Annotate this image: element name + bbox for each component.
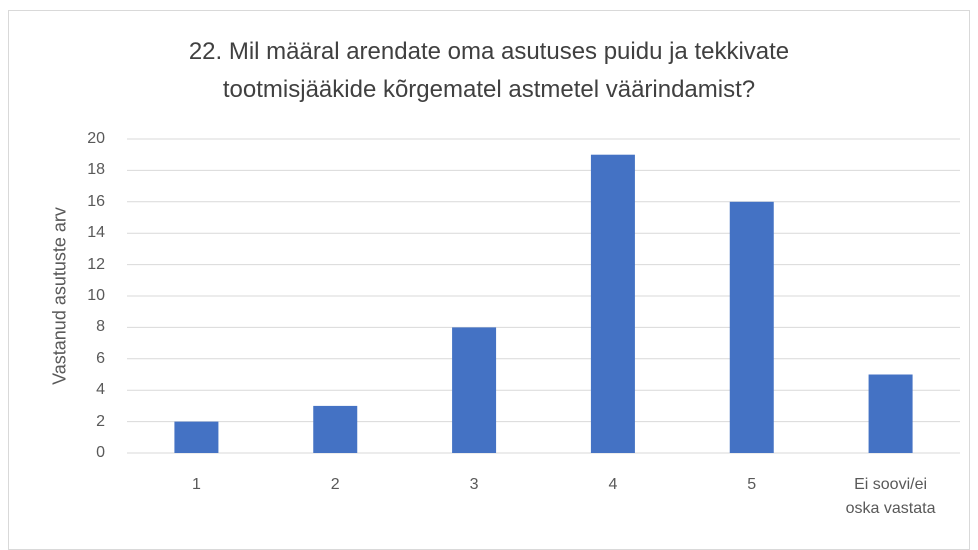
y-tick-label: 14 [87, 224, 105, 242]
chart [127, 138, 960, 454]
x-tick-label: Ei soovi/ei oska vastata [845, 476, 936, 517]
y-tick-label: 10 [87, 287, 105, 304]
x-tick-label: 4 [608, 476, 618, 493]
y-tick-label: 20 [87, 130, 105, 147]
bar [313, 405, 358, 453]
x-tick-label: 5 [747, 476, 757, 493]
y-tick-label: 0 [96, 444, 105, 461]
x-tick-label: 3 [469, 476, 479, 493]
y-tick-label: 18 [87, 161, 105, 179]
y-tick-label: 8 [96, 318, 105, 336]
y-tick-label: 4 [96, 381, 105, 399]
x-tick-label: 2 [330, 476, 340, 493]
y-axis-label: Vastanud asutuste arv [49, 207, 70, 385]
bar [729, 201, 774, 453]
bar [590, 154, 635, 453]
y-tick-label: 12 [87, 255, 105, 273]
y-tick-label: 6 [96, 349, 105, 367]
bar [868, 374, 913, 453]
bar [452, 327, 497, 453]
x-tick-label: 1 [191, 476, 201, 493]
y-tick-label: 2 [96, 412, 105, 430]
y-tick-label: 16 [87, 192, 105, 210]
page: 22. Mil määral arendate oma asutuses pui… [8, 10, 970, 550]
chart-title: 22. Mil määral arendate oma asutuses pui… [188, 38, 790, 103]
bar [174, 421, 219, 453]
